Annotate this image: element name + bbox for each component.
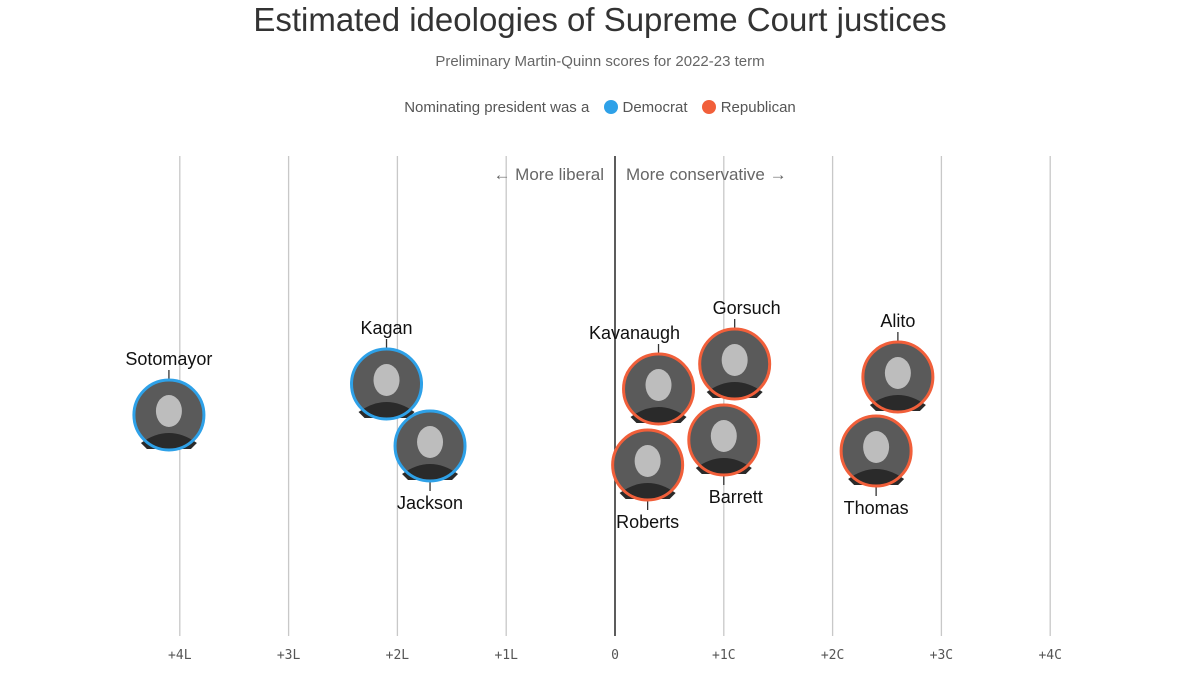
justice-name-label: Kagan [360, 318, 412, 338]
direction-label-liberal: ← More liberal [493, 165, 604, 184]
justice-alito: Alito [861, 311, 935, 414]
portrait-shoulders-shape [706, 382, 763, 398]
legend-item-republican: Republican [701, 99, 796, 116]
portrait-head-shape [417, 426, 444, 458]
portrait-head-shape [373, 364, 400, 396]
justice-thomas: Thomas [839, 414, 913, 518]
portrait-head-shape [634, 445, 661, 477]
x-tick-label: +3C [930, 648, 953, 663]
portrait-head-shape [884, 357, 911, 389]
legend-label-democrat: Democrat [622, 99, 688, 116]
party-ring [698, 327, 772, 401]
x-tick-label: 0 [611, 648, 619, 663]
x-tick-label: +4C [1038, 648, 1061, 663]
portrait-shoulders-shape [402, 464, 459, 480]
justice-name-label: Gorsuch [713, 298, 781, 318]
justice-name-label: Jackson [397, 493, 463, 513]
portrait-shoulders-shape [848, 469, 905, 485]
direction-label-conservative: More conservative → [626, 165, 787, 184]
legend-dot-democrat [603, 100, 618, 114]
party-ring [622, 352, 696, 426]
legend-item-democrat: Democrat [603, 99, 688, 116]
justice-roberts: Roberts [611, 428, 685, 532]
portrait-head-shape [155, 395, 182, 427]
portrait-head-shape [710, 420, 737, 452]
legend-label-republican: Republican [720, 99, 796, 116]
portrait-head-shape [645, 369, 672, 401]
party-ring [350, 347, 424, 421]
justice-gorsuch: Gorsuch [698, 298, 781, 401]
justice-barrett: Barrett [687, 403, 763, 507]
legend-prefix: Nominating president was a [404, 99, 590, 116]
portrait-shoulders-shape [695, 458, 752, 474]
chart-subtitle: Preliminary Martin-Quinn scores for 2022… [435, 53, 765, 70]
portrait-shoulders-shape [140, 433, 197, 449]
chart-title: Estimated ideologies of Supreme Court ju… [253, 1, 947, 38]
party-ring [393, 409, 467, 483]
x-tick-label: +1L [494, 648, 518, 663]
party-ring [611, 428, 685, 502]
justice-name-label: Barrett [709, 487, 763, 507]
justice-name-label: Roberts [616, 512, 679, 532]
portrait-shoulders-shape [358, 402, 415, 418]
x-tick-label: +3L [277, 648, 301, 663]
justice-name-label: Thomas [844, 498, 909, 518]
party-ring [132, 378, 206, 452]
justice-name-label: Sotomayor [125, 349, 212, 369]
portrait-head-shape [721, 344, 748, 376]
portrait-shoulders-shape [630, 407, 687, 423]
portrait-shoulders-shape [869, 395, 926, 411]
x-tick-label: +2L [386, 648, 410, 663]
justice-kagan: Kagan [350, 318, 424, 421]
x-tick-label: +2C [821, 648, 844, 663]
justice-sotomayor: Sotomayor [125, 349, 212, 452]
portrait-head-shape [863, 431, 890, 463]
portrait-shoulders-shape [619, 483, 676, 499]
justice-jackson: Jackson [393, 409, 467, 513]
party-ring [687, 403, 761, 477]
x-tick-label: +1C [712, 648, 735, 663]
legend-dot-republican [701, 100, 716, 114]
justice-name-label: Kavanaugh [589, 323, 680, 343]
party-ring [861, 340, 935, 414]
x-tick-label: +4L [168, 648, 192, 663]
justice-name-label: Alito [880, 311, 915, 331]
justice-kavanaugh: Kavanaugh [589, 323, 696, 426]
legend: Nominating president was a Democrat Repu… [0, 99, 1200, 116]
party-ring [839, 414, 913, 488]
